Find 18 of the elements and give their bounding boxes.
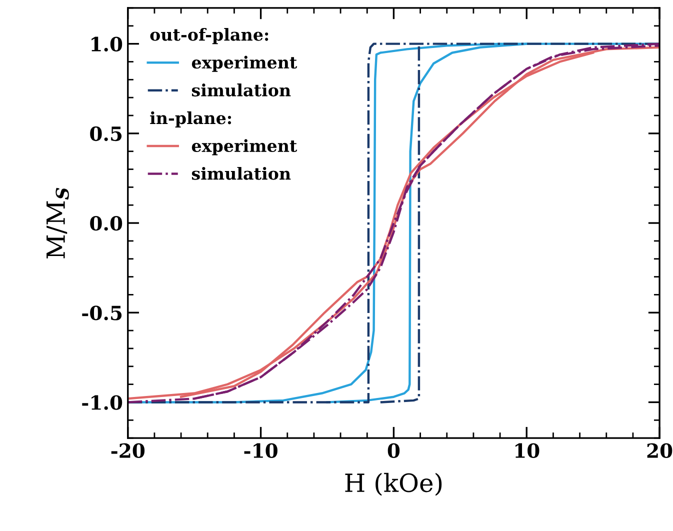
x-tick-label: 10 [515, 443, 540, 458]
y-axis-title: M/M$_{S}$ [46, 188, 69, 258]
y-tick-label: 0.5 [90, 126, 122, 142]
x-axis-title: H (kOe) [345, 472, 442, 496]
x-tick-label: -20 [111, 443, 145, 458]
annotation: out-of-plane: [150, 28, 268, 44]
x-tick-label: 20 [647, 443, 672, 458]
legend-label: simulation [192, 166, 291, 180]
x-tick-label: -10 [244, 443, 278, 458]
legend-label: experiment [192, 56, 298, 72]
x-tick-label: 0 [388, 443, 400, 458]
legend-label: experiment [192, 139, 298, 156]
annotation: in-plane: [150, 111, 232, 128]
y-tick-label: -1.0 [82, 395, 122, 410]
y-tick-label: 0.0 [90, 216, 122, 231]
legend-label: simulation [192, 84, 291, 96]
y-tick-label: -0.5 [82, 306, 122, 320]
y-tick-label: 1.0 [92, 36, 122, 52]
